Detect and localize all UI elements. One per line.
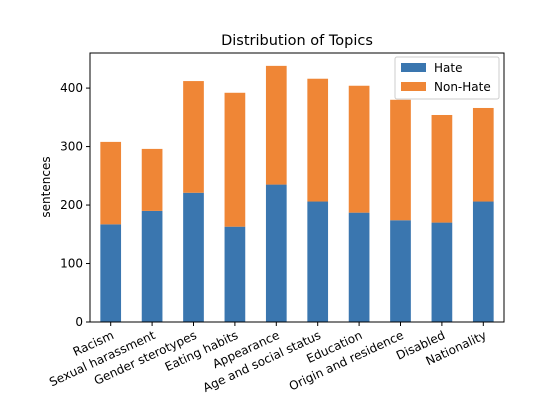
legend-label-non-hate: Non-Hate bbox=[434, 80, 491, 94]
plot-frame bbox=[89, 52, 505, 323]
bar-non-hate-3 bbox=[183, 81, 204, 193]
chart-title: Distribution of Topics bbox=[221, 33, 373, 49]
bar-non-hate-1 bbox=[100, 141, 122, 225]
bar-non-hate-10 bbox=[472, 107, 494, 202]
bar-hate-5 bbox=[265, 184, 287, 322]
y-tick-label: 100 bbox=[60, 257, 83, 271]
bars-group bbox=[100, 65, 494, 322]
bar-hate-1 bbox=[100, 224, 122, 322]
bar-hate-4 bbox=[224, 226, 246, 322]
bar-non-hate-9 bbox=[431, 114, 453, 223]
bar-non-hate-5 bbox=[265, 65, 287, 185]
bar-hate-3 bbox=[183, 192, 204, 322]
legend-swatch-hate bbox=[401, 63, 426, 72]
bar-non-hate-8 bbox=[390, 99, 411, 221]
y-tick-label: 300 bbox=[60, 140, 83, 154]
y-axis-label: sentences bbox=[39, 156, 53, 217]
legend-label-hate: Hate bbox=[434, 61, 462, 75]
bar-non-hate-2 bbox=[141, 148, 163, 211]
legend-swatch-non-hate bbox=[401, 82, 426, 91]
bar-non-hate-7 bbox=[348, 85, 370, 213]
y-tick-label: 200 bbox=[60, 198, 83, 212]
legend: Hate Non-Hate bbox=[394, 56, 500, 100]
y-tick-label: 400 bbox=[60, 81, 83, 95]
y-ticks-group: 0 100 200 300 400 bbox=[60, 81, 90, 329]
bar-hate-7 bbox=[348, 212, 370, 322]
bar-non-hate-4 bbox=[224, 92, 246, 227]
bar-hate-2 bbox=[141, 210, 163, 322]
bar-non-hate-6 bbox=[307, 78, 329, 202]
bar-hate-6 bbox=[307, 201, 329, 322]
y-tick-label: 0 bbox=[75, 315, 83, 329]
bar-hate-8 bbox=[390, 220, 411, 322]
bar-hate-10 bbox=[472, 201, 494, 322]
bar-hate-9 bbox=[431, 222, 453, 322]
